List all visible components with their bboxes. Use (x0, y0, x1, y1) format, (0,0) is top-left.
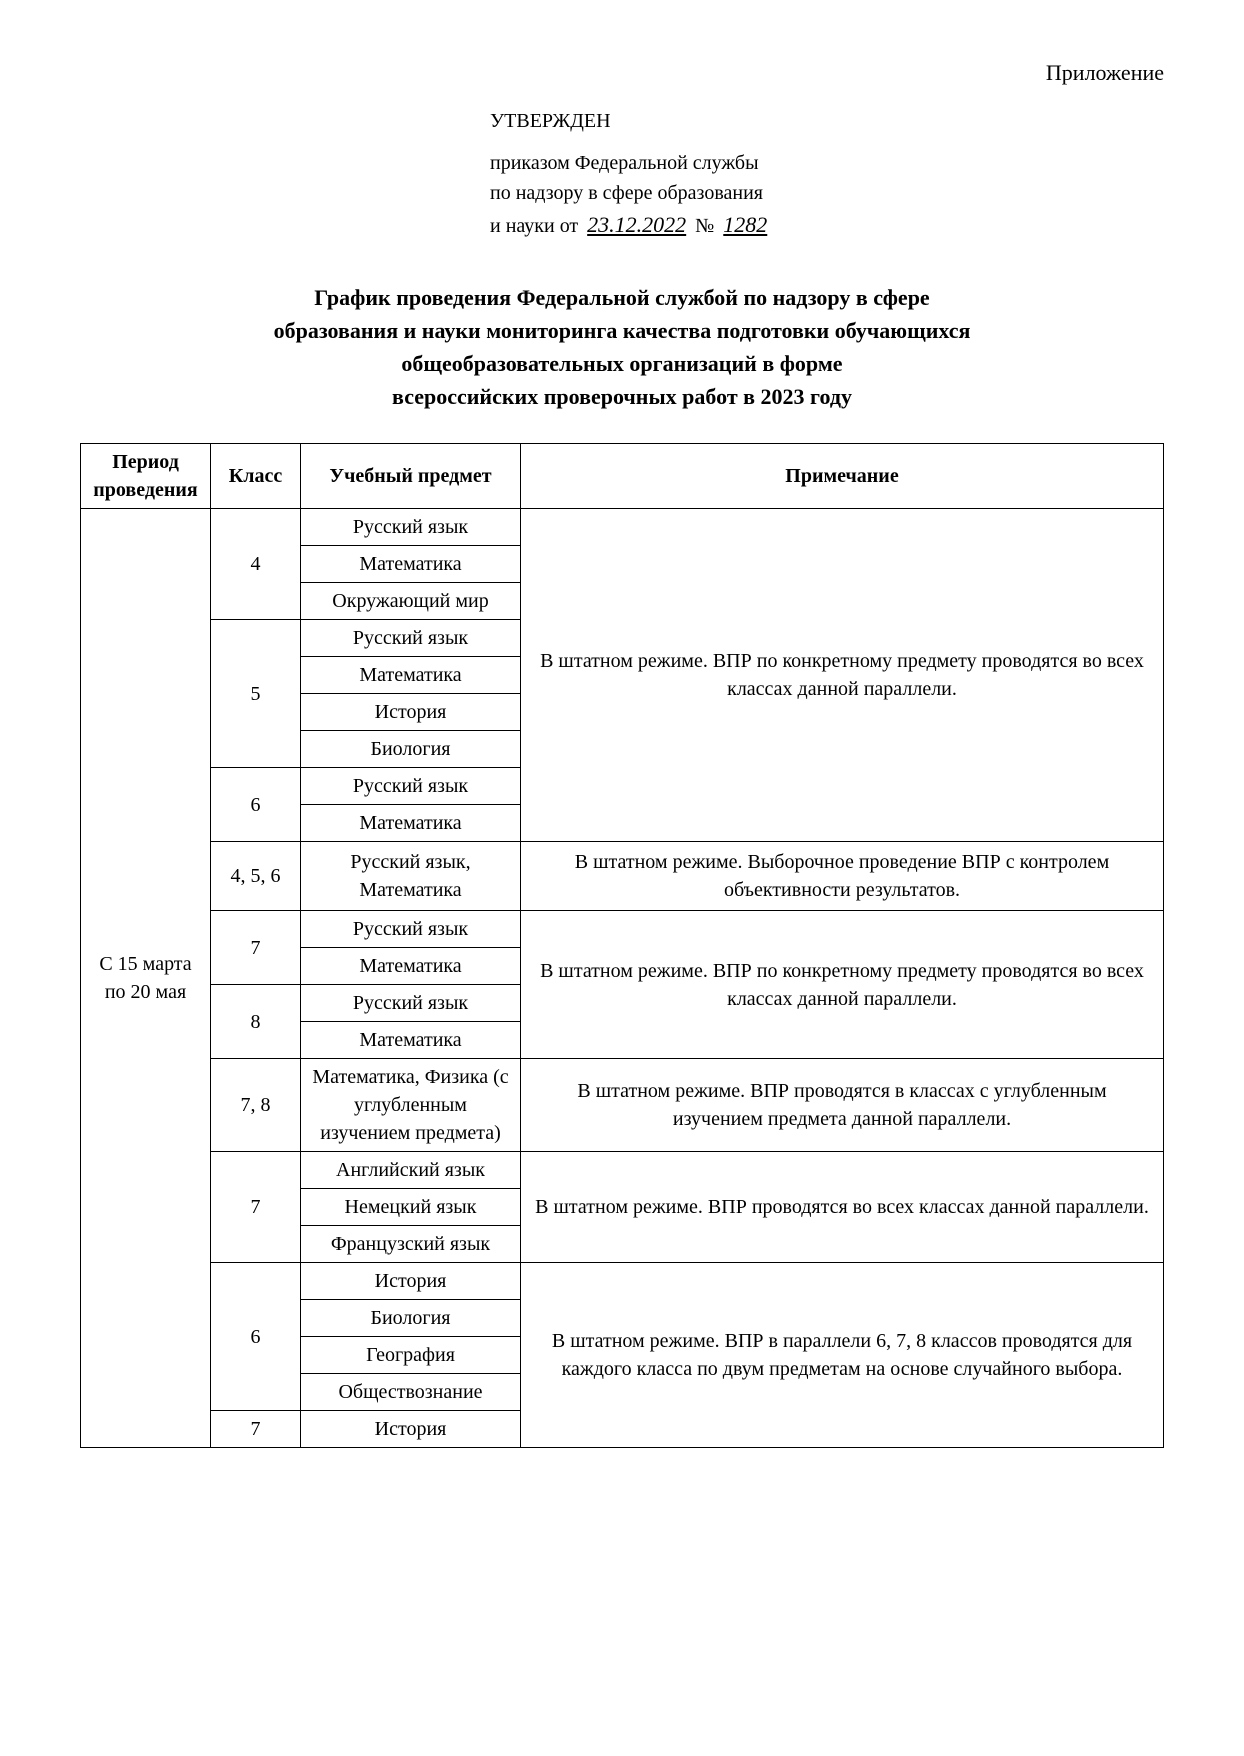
subject-cell: Математика (301, 948, 521, 985)
subject-cell: История (301, 1263, 521, 1300)
appendix-label: Приложение (80, 60, 1164, 86)
class-cell: 7 (211, 1152, 301, 1263)
table-row: 6 История В штатном режиме. ВПР в паралл… (81, 1263, 1164, 1300)
subject-cell: География (301, 1337, 521, 1374)
order-line-1: приказом Федеральной службы (490, 148, 1164, 178)
order-number-label: № (690, 215, 719, 237)
subject-cell: Биология (301, 1300, 521, 1337)
header-note: Примечание (521, 444, 1164, 509)
class-cell: 5 (211, 620, 301, 768)
subject-cell: Окружающий мир (301, 583, 521, 620)
class-cell: 7 (211, 911, 301, 985)
subject-cell: Обществознание (301, 1374, 521, 1411)
header-subject: Учебный предмет (301, 444, 521, 509)
table-row: 7 Русский язык В штатном режиме. ВПР по … (81, 911, 1164, 948)
header-class: Класс (211, 444, 301, 509)
subject-cell: Немецкий язык (301, 1189, 521, 1226)
subject-cell: Математика (301, 546, 521, 583)
order-line-2: по надзору в сфере образования (490, 178, 1164, 208)
subject-cell: Русский язык, Математика (301, 842, 521, 911)
title-line-3: общеобразовательных организаций в форме (110, 347, 1134, 380)
subject-cell: Математика (301, 657, 521, 694)
subject-cell: Французский язык (301, 1226, 521, 1263)
approval-block: УТВЕРЖДЕН приказом Федеральной службы по… (490, 106, 1164, 241)
subject-cell: Русский язык (301, 509, 521, 546)
class-cell: 8 (211, 985, 301, 1059)
title-line-2: образования и науки мониторинга качества… (110, 314, 1134, 347)
subject-cell: Русский язык (301, 911, 521, 948)
class-cell: 4, 5, 6 (211, 842, 301, 911)
class-cell: 6 (211, 1263, 301, 1411)
note-cell: В штатном режиме. Выборочное проведение … (521, 842, 1164, 911)
subject-cell: Математика (301, 805, 521, 842)
table-header-row: Период проведения Класс Учебный предмет … (81, 444, 1164, 509)
subject-cell: Русский язык (301, 620, 521, 657)
subject-cell: Биология (301, 731, 521, 768)
order-date: 23.12.2022 (583, 212, 690, 237)
subject-cell: Математика (301, 1022, 521, 1059)
class-cell: 7, 8 (211, 1059, 301, 1152)
order-number: 1282 (719, 212, 771, 237)
header-period: Период проведения (81, 444, 211, 509)
subject-cell: Английский язык (301, 1152, 521, 1189)
class-cell: 6 (211, 768, 301, 842)
table-row: 7 Английский язык В штатном режиме. ВПР … (81, 1152, 1164, 1189)
order-prefix: и науки от (490, 215, 583, 237)
period-cell: С 15 марта по 20 мая (81, 509, 211, 1448)
title-line-1: График проведения Федеральной службой по… (110, 281, 1134, 314)
subject-cell: Русский язык (301, 768, 521, 805)
schedule-table: Период проведения Класс Учебный предмет … (80, 443, 1164, 1448)
subject-cell: Математика, Физика (с углубленным изучен… (301, 1059, 521, 1152)
class-cell: 4 (211, 509, 301, 620)
subject-cell: Русский язык (301, 985, 521, 1022)
subject-cell: История (301, 1411, 521, 1448)
approved-label: УТВЕРЖДЕН (490, 106, 1164, 136)
title-line-4: всероссийских проверочных работ в 2023 г… (110, 380, 1134, 413)
table-row: С 15 марта по 20 мая 4 Русский язык В шт… (81, 509, 1164, 546)
class-cell: 7 (211, 1411, 301, 1448)
note-cell: В штатном режиме. ВПР проводятся в класс… (521, 1059, 1164, 1152)
note-cell: В штатном режиме. ВПР в параллели 6, 7, … (521, 1263, 1164, 1448)
subject-cell: История (301, 694, 521, 731)
order-line-3: и науки от 23.12.2022 № 1282 (490, 208, 1164, 241)
note-cell: В штатном режиме. ВПР по конкретному пре… (521, 911, 1164, 1059)
table-row: 4, 5, 6 Русский язык, Математика В штатн… (81, 842, 1164, 911)
note-cell: В штатном режиме. ВПР по конкретному пре… (521, 509, 1164, 842)
table-row: 7, 8 Математика, Физика (с углубленным и… (81, 1059, 1164, 1152)
note-cell: В штатном режиме. ВПР проводятся во всех… (521, 1152, 1164, 1263)
document-title: График проведения Федеральной службой по… (110, 281, 1134, 413)
